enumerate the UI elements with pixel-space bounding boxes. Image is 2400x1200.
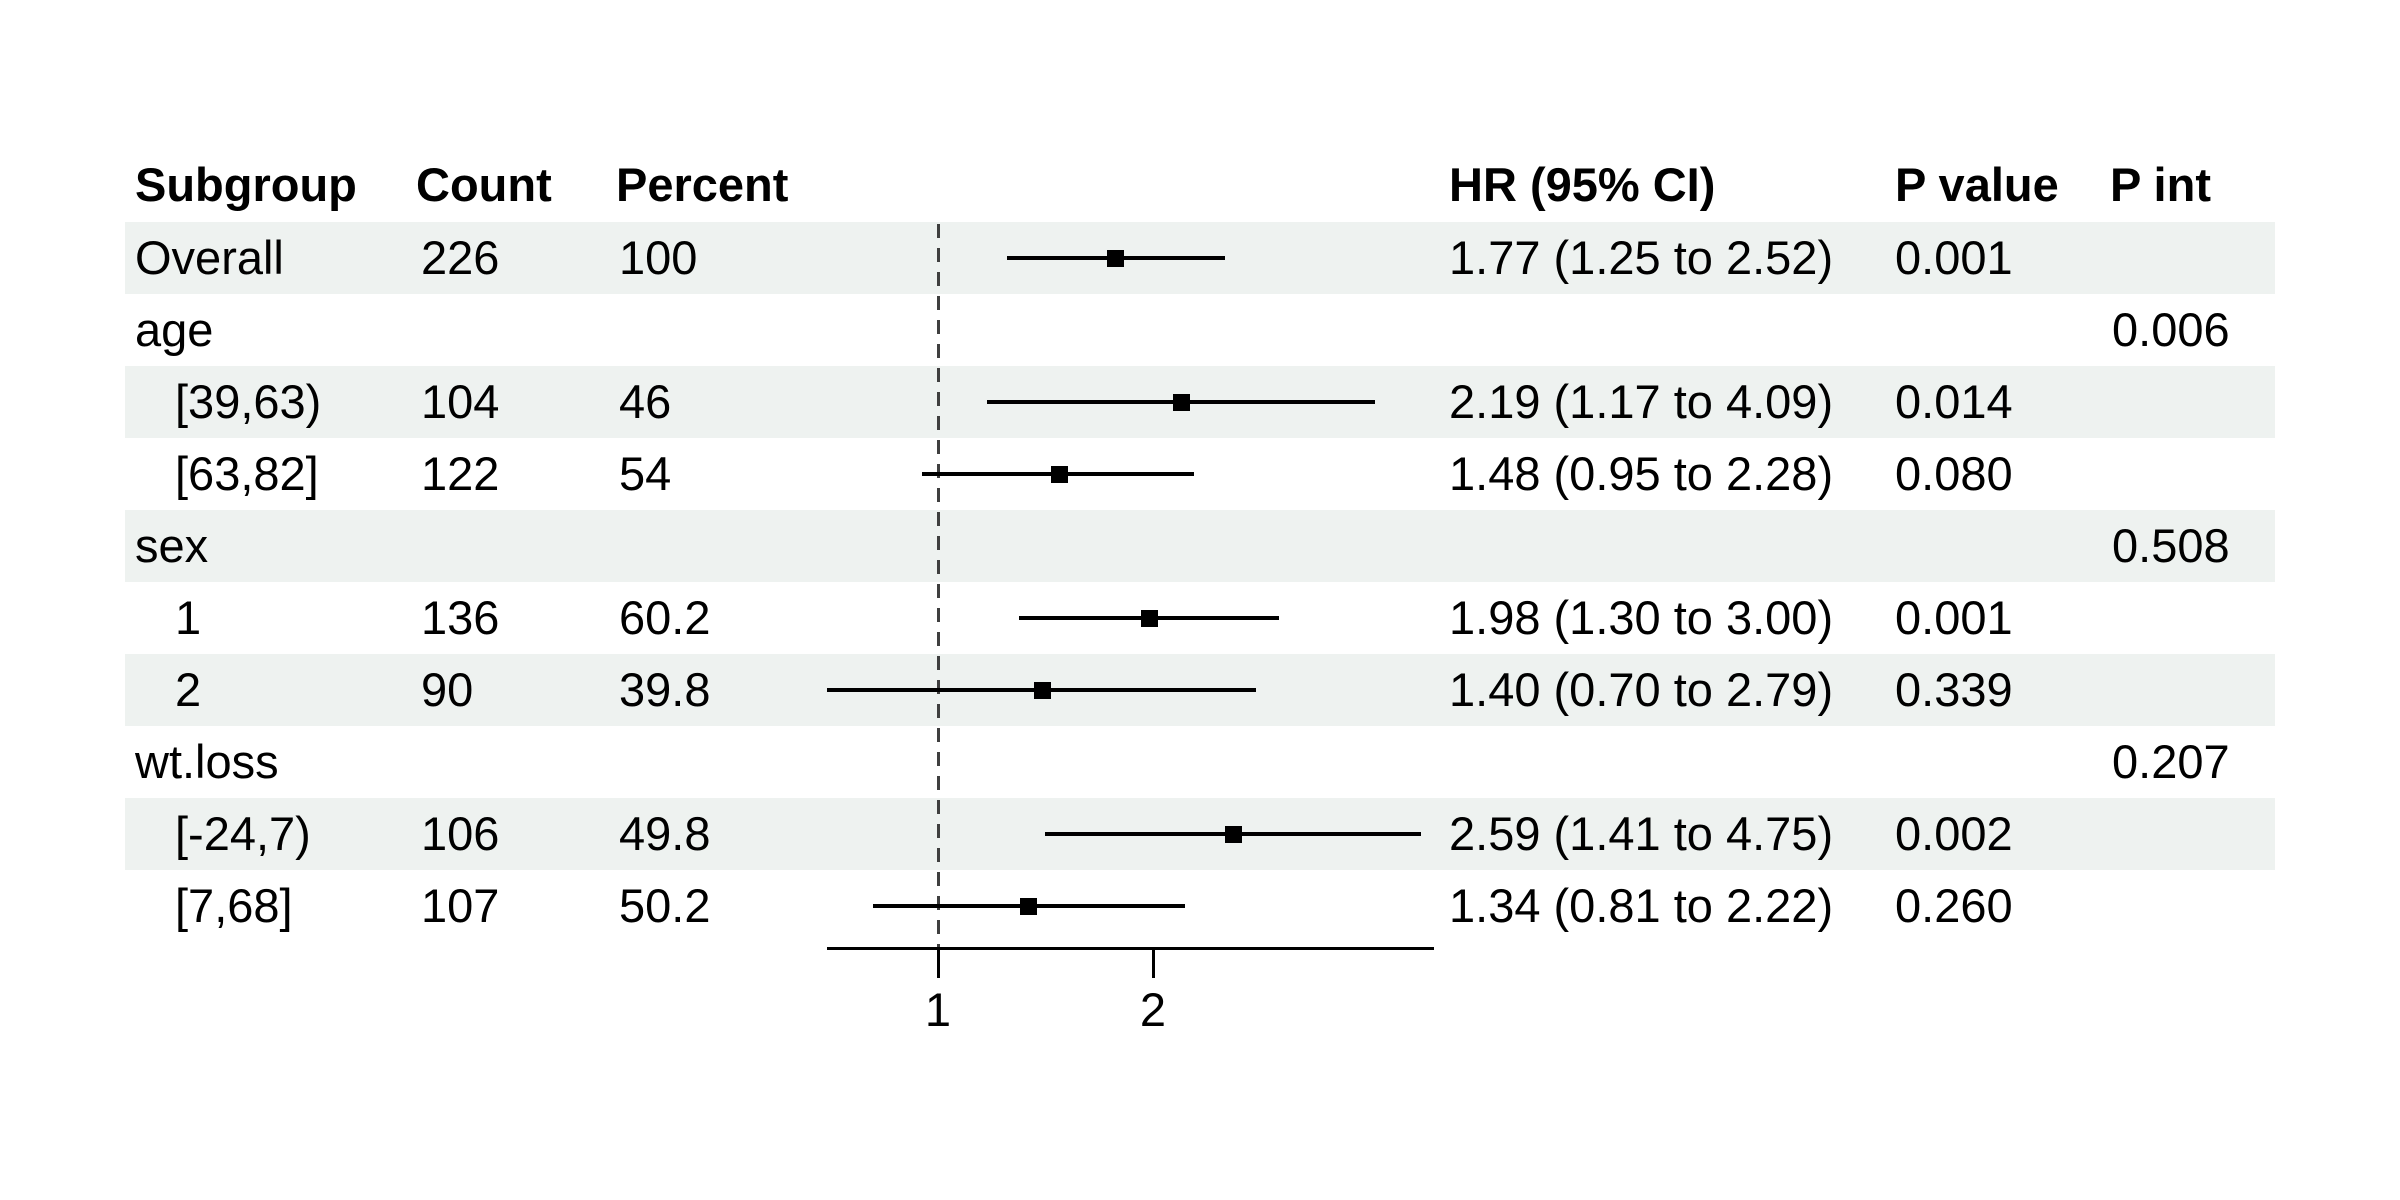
estimate-marker [1020, 897, 1038, 915]
cell-hr-ci: 1.98 (1.30 to 3.00) [1449, 591, 1834, 644]
cell-hr-ci: 1.48 (0.95 to 2.28) [1449, 447, 1834, 500]
cell-hr-ci: 2.59 (1.41 to 4.75) [1449, 807, 1834, 860]
row-stripe [125, 510, 2275, 582]
cell-subgroup: wt.loss [135, 735, 279, 788]
cell-p-value: 0.001 [1895, 231, 2013, 284]
cell-subgroup: 1 [175, 591, 202, 644]
x-tick [936, 947, 940, 978]
cell-subgroup: [-24,7) [175, 807, 311, 860]
cell-p-value: 0.014 [1895, 375, 2013, 428]
estimate-marker [1172, 393, 1190, 411]
cell-percent: 39.8 [619, 663, 711, 716]
cell-subgroup: [39,63) [175, 375, 322, 428]
col-header-hr-ci: HR (95% CI) [1449, 158, 1716, 211]
cell-subgroup: [7,68] [175, 879, 293, 932]
cell-hr-ci: 1.77 (1.25 to 2.52) [1449, 231, 1834, 284]
cell-subgroup: sex [135, 519, 209, 572]
cell-count: 107 [421, 879, 500, 932]
cell-p-int: 0.207 [2112, 735, 2230, 788]
cell-count: 90 [421, 663, 474, 716]
estimate-marker [1106, 249, 1124, 267]
cell-count: 106 [421, 807, 500, 860]
x-tick-label: 1 [924, 983, 952, 1036]
cell-hr-ci: 1.34 (0.81 to 2.22) [1449, 879, 1834, 932]
col-header-percent: Percent [616, 158, 789, 211]
cell-p-value: 0.001 [1895, 591, 2013, 644]
x-tick-label: 2 [1139, 983, 1167, 1036]
cell-p-value: 0.339 [1895, 663, 2013, 716]
x-tick [1151, 947, 1155, 978]
cell-hr-ci: 2.19 (1.17 to 4.09) [1449, 375, 1834, 428]
reference-line [936, 224, 940, 947]
estimate-marker [1141, 609, 1159, 627]
cell-p-value: 0.080 [1895, 447, 2013, 500]
cell-percent: 49.8 [619, 807, 711, 860]
cell-subgroup: 2 [175, 663, 202, 716]
cell-subgroup: age [135, 303, 214, 356]
cell-subgroup: Overall [135, 231, 284, 284]
col-header-p-value: P value [1895, 158, 2059, 211]
cell-count: 104 [421, 375, 500, 428]
cell-p-int: 0.508 [2112, 519, 2230, 572]
col-header-p-int: P int [2110, 158, 2211, 211]
cell-percent: 100 [619, 231, 698, 284]
cell-percent: 46 [619, 375, 672, 428]
cell-p-int: 0.006 [2112, 303, 2230, 356]
cell-count: 122 [421, 447, 500, 500]
cell-hr-ci: 1.40 (0.70 to 2.79) [1449, 663, 1834, 716]
col-header-subgroup: Subgroup [135, 158, 357, 211]
estimate-marker [1051, 465, 1069, 483]
cell-percent: 60.2 [619, 591, 711, 644]
estimate-marker [1224, 825, 1242, 843]
cell-p-value: 0.260 [1895, 879, 2013, 932]
cell-percent: 50.2 [619, 879, 711, 932]
cell-count: 226 [421, 231, 500, 284]
cell-percent: 54 [619, 447, 672, 500]
estimate-marker [1033, 681, 1051, 699]
x-axis [827, 947, 1435, 950]
cell-subgroup: [63,82] [175, 447, 319, 500]
cell-count: 136 [421, 591, 500, 644]
col-header-count: Count [416, 158, 552, 211]
cell-p-value: 0.002 [1895, 807, 2013, 860]
